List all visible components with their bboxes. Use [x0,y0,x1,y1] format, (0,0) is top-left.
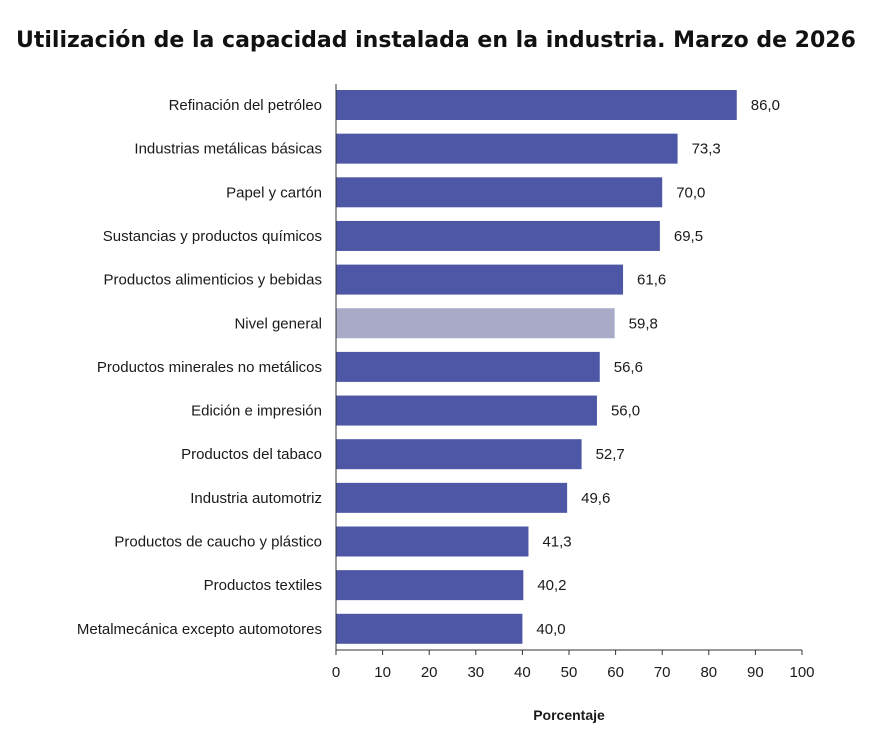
category-label: Productos alimenticios y bebidas [104,272,322,289]
value-label: 70,0 [676,184,705,201]
category-label: Industria automotriz [190,490,322,507]
category-labels: Refinación del petróleo Industrias metáli… [77,97,322,638]
value-label: 52,7 [596,446,625,463]
bar-10 [336,526,529,557]
value-label: 56,6 [614,359,643,376]
x-tick-label: 0 [332,664,340,681]
value-label: 56,0 [611,403,640,420]
x-tick-label: 90 [747,664,764,681]
x-tick-label: 80 [700,664,717,681]
category-label: Papel y cartón [226,184,322,201]
value-label: 40,2 [537,577,566,594]
value-label: 86,0 [751,97,780,114]
value-label: 69,5 [674,228,703,245]
x-tick-label: 10 [374,664,391,681]
category-label: Sustancias y productos químicos [103,228,322,245]
x-axis-title: Porcentaje [533,707,605,723]
bar-12 [336,613,523,644]
x-tick-label: 70 [654,664,671,681]
x-axis: 0 10 20 30 40 50 60 70 80 90 100 [332,84,815,681]
category-label: Edición e impresión [191,403,322,420]
bar-5 [336,308,615,339]
x-tick-label: 50 [561,664,578,681]
category-label: Productos textiles [204,577,322,594]
category-label: Industrias metálicas básicas [134,141,322,158]
category-label: Refinación del petróleo [169,97,322,114]
category-label: Productos de caucho y plástico [114,534,322,551]
x-tick-label: 100 [789,664,814,681]
bar-1 [336,133,678,164]
value-label: 49,6 [581,490,610,507]
value-label: 73,3 [692,141,721,158]
bar-4 [336,264,624,295]
category-label: Productos del tabaco [181,446,322,463]
bar-11 [336,570,524,601]
value-labels: 86,0 73,3 70,0 69,5 61,6 59,8 56,6 56,0 52,7 49,6… [536,97,780,638]
x-tick-label: 60 [607,664,624,681]
value-label: 61,6 [637,272,666,289]
x-tick-label: 20 [421,664,438,681]
category-label: Metalmecánica excepto automotores [77,621,322,638]
bar-0 [336,90,737,120]
bars-group [336,90,737,644]
bar-3 [336,220,660,251]
bar-6 [336,351,600,382]
category-label: Productos minerales no metálicos [97,359,322,376]
bar-9 [336,482,568,513]
category-label: Nivel general [234,315,322,332]
bar-8 [336,439,582,470]
x-tick-label: 40 [514,664,531,681]
value-label: 40,0 [536,621,565,638]
chart-title: Utilización de la capacidad instalada en… [16,28,856,53]
value-label: 59,8 [629,315,658,332]
bar-2 [336,177,663,208]
value-label: 41,3 [542,534,571,551]
bar-7 [336,395,597,426]
x-tick-label: 30 [467,664,484,681]
